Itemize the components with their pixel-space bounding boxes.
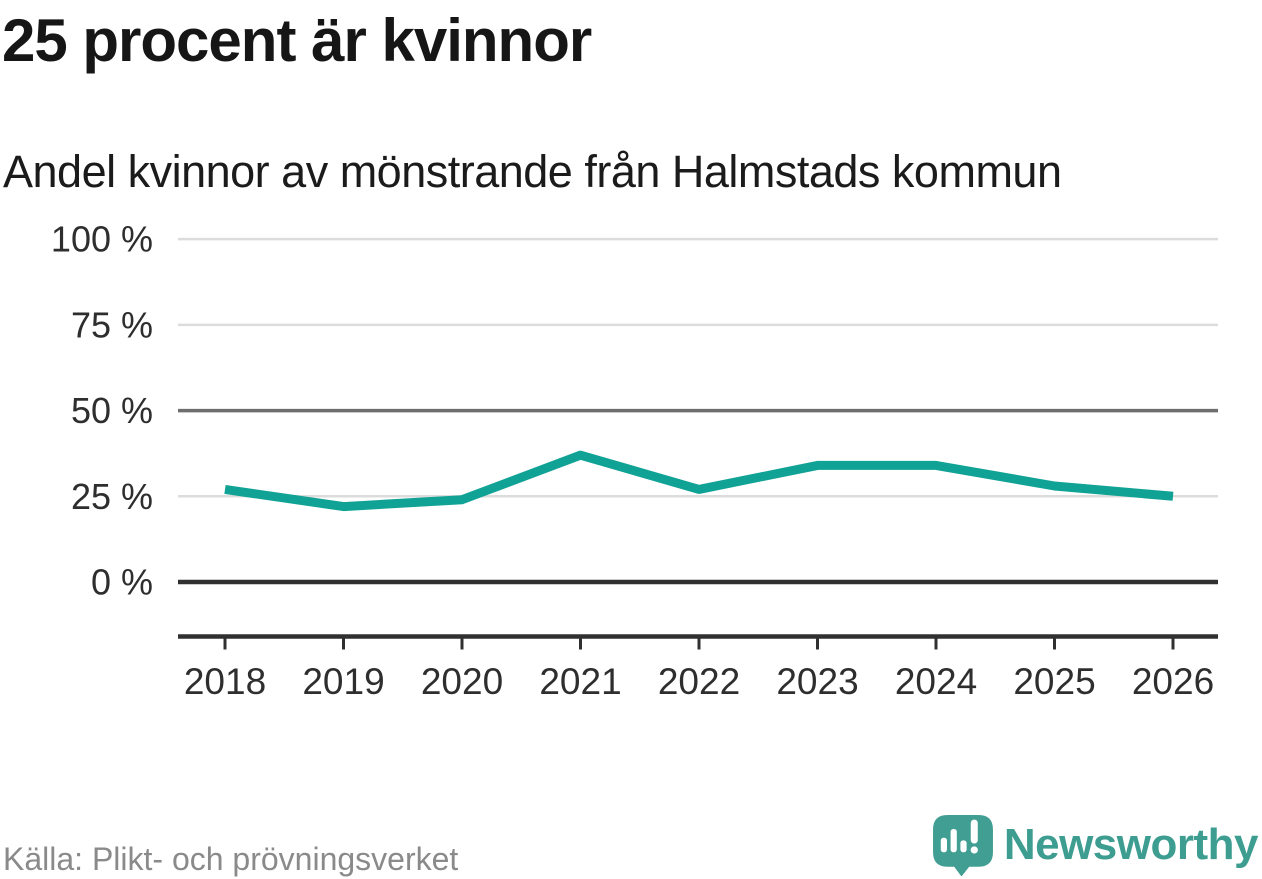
x-axis-label-2018: 2018 bbox=[184, 661, 266, 702]
x-axis-label-2019: 2019 bbox=[302, 661, 384, 702]
x-axis-label-2026: 2026 bbox=[1132, 661, 1214, 702]
brand-logo: Newsworthy bbox=[932, 814, 1259, 876]
x-axis-label-2021: 2021 bbox=[539, 661, 621, 702]
chart-subtitle: Andel kvinnor av mönstrande från Halmsta… bbox=[3, 146, 1062, 197]
chart-title: 25 procent är kvinnor bbox=[2, 7, 592, 74]
exclamation-dot bbox=[970, 846, 978, 854]
data-line-andel-kvinnor-av-mönstrande bbox=[224, 450, 1174, 512]
y-axis-label-75: 75 % bbox=[71, 304, 153, 345]
bar-2 bbox=[950, 828, 957, 853]
exclamation-bar bbox=[970, 819, 978, 844]
x-axis-label-2024: 2024 bbox=[895, 661, 977, 702]
x-axis-label-2023: 2023 bbox=[776, 661, 858, 702]
y-axis-label-100: 100 % bbox=[51, 219, 153, 260]
x-axis-label-2020: 2020 bbox=[421, 661, 503, 702]
x-axis-label-2022: 2022 bbox=[658, 661, 740, 702]
y-axis-label-25: 25 % bbox=[71, 476, 153, 517]
source-note: Källa: Plikt- och prövningsverket bbox=[3, 841, 459, 877]
bar-3 bbox=[960, 840, 967, 853]
bar-1 bbox=[940, 837, 947, 853]
y-axis-label-0: 0 % bbox=[91, 562, 153, 603]
brand-wordmark: Newsworthy bbox=[1003, 820, 1259, 869]
line-chart: 0 % 25 % 50 % 75 % 100 % 2018 2019 2020 2021 2022… bbox=[51, 219, 1218, 702]
x-axis-label-2025: 2025 bbox=[1013, 661, 1095, 702]
y-axis-label-50: 50 % bbox=[71, 390, 153, 431]
newsworthy-speech-bubble-bar-chart-icon bbox=[932, 815, 993, 876]
